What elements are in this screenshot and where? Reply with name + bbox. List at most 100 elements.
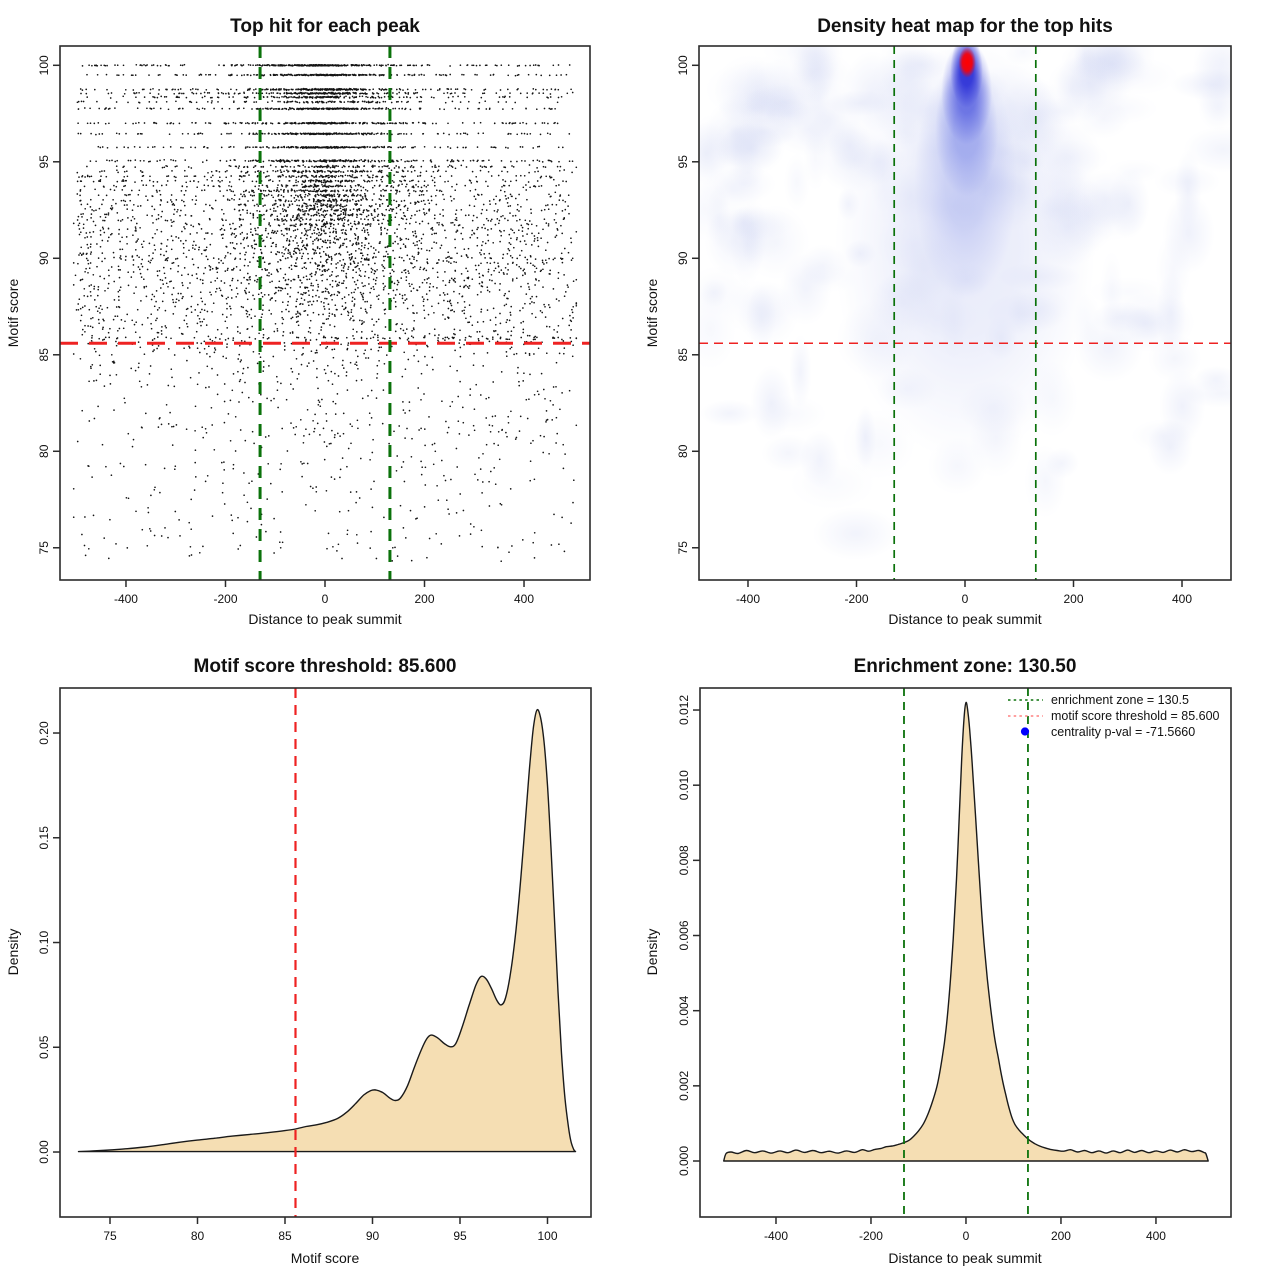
heatmap-plot-area (699, 46, 1231, 580)
density-speckle (1192, 46, 1231, 94)
y-axis-label: Motif score (5, 279, 21, 348)
heat-kernel (958, 47, 976, 78)
y-tick-label: 75 (676, 541, 690, 555)
y-tick-label: 95 (37, 155, 51, 169)
x-tick-label: 85 (278, 1229, 292, 1243)
density-speckle (1089, 276, 1170, 307)
x-tick-label: -400 (114, 592, 138, 606)
y-tick-label: 0.10 (37, 931, 51, 955)
legend-label: enrichment zone = 130.5 (1051, 693, 1189, 707)
y-tick-label: 100 (37, 55, 51, 75)
axis-ticks: -400 -200 0 200 400 75 80 85 90 95 100 (676, 55, 1192, 606)
y-axis-label: Motif score (644, 279, 660, 348)
density-speckle (783, 153, 810, 212)
density-speckle (1155, 233, 1191, 306)
density-speckle (753, 57, 819, 115)
density-speckle (1181, 379, 1231, 408)
y-tick-label: 75 (37, 541, 51, 555)
panel-distance-density: -400 -200 0 200 400 0.000 0.002 0.004 0.006 0.008… (644, 656, 1232, 1266)
axis-ticks: 75 80 85 90 95 100 0.00 0.05 0.10 0.15 0.20 (37, 721, 558, 1243)
density-speckle (1198, 82, 1231, 131)
y-tick-label: 0.006 (677, 920, 691, 950)
x-tick-label: 75 (103, 1229, 117, 1243)
y-tick-label: 0.05 (37, 1035, 51, 1059)
x-tick-label: 200 (414, 592, 434, 606)
density-speckle (746, 285, 777, 349)
blue-point-sample (1020, 727, 1030, 736)
x-tick-label: 200 (1051, 1229, 1071, 1243)
density-speckle (709, 205, 796, 241)
panel-title: Enrichment zone: 130.50 (854, 656, 1077, 677)
y-tick-label: 80 (37, 444, 51, 458)
density-speckle (1024, 445, 1067, 518)
y-tick-label: 0.15 (37, 826, 51, 850)
panel-title: Top hit for each peak (230, 16, 420, 37)
y-tick-label: 0.010 (677, 770, 691, 800)
y-tick-label: 0.20 (37, 721, 51, 745)
x-tick-label: 0 (963, 1229, 970, 1243)
y-tick-label: 0.00 (37, 1140, 51, 1164)
y-axis-label: Density (5, 929, 21, 976)
scatter-points (72, 63, 578, 563)
x-tick-label: 0 (962, 592, 969, 606)
x-tick-label: 400 (1146, 1229, 1166, 1243)
density-speckle (812, 507, 899, 561)
legend-row-enrichment-zone: enrichment zone = 130.5 (1008, 693, 1189, 707)
density-speckle (764, 98, 814, 130)
x-tick-label: 400 (514, 592, 534, 606)
plot-box (59, 687, 592, 1218)
density-plot-area (77, 688, 577, 1217)
distance-density-curve (723, 701, 1209, 1162)
y-tick-label: 0.012 (677, 695, 691, 725)
density-plot-area (723, 688, 1209, 1217)
density-speckle (807, 71, 831, 124)
density-speckle (1183, 126, 1231, 173)
y-tick-label: 85 (676, 348, 690, 362)
axis-ticks: -400 -200 0 200 400 75 80 85 90 95 100 (37, 55, 534, 606)
x-tick-label: 200 (1063, 592, 1083, 606)
motif-score-density-curve (77, 708, 577, 1153)
panel-title: Density heat map for the top hits (817, 16, 1113, 37)
density-speckle (699, 288, 737, 370)
y-tick-label: 0.008 (677, 845, 691, 875)
density-speckle (789, 335, 812, 409)
x-tick-label: -400 (764, 1229, 788, 1243)
density-speckle (1153, 164, 1221, 198)
density-speckle (799, 430, 840, 488)
scatter-plot-area (60, 46, 590, 580)
x-tick-label: 80 (191, 1229, 205, 1243)
x-tick-label: 100 (537, 1229, 557, 1243)
y-tick-label: 0.002 (677, 1071, 691, 1101)
density-speckle (1091, 301, 1152, 333)
y-axis-label: Density (644, 929, 660, 976)
x-axis-label: Distance to peak summit (248, 611, 401, 627)
y-tick-label: 0.004 (677, 995, 691, 1025)
y-tick-label: 85 (37, 348, 51, 362)
panel-motif-score-density: 75 80 85 90 95 100 0.00 0.05 0.10 0.15 0.20 Motif … (5, 656, 592, 1266)
density-speckle (700, 167, 765, 214)
x-tick-label: -400 (736, 592, 760, 606)
x-tick-label: 0 (322, 592, 329, 606)
y-tick-label: 90 (676, 251, 690, 265)
x-axis-label: Motif score (291, 1250, 360, 1266)
density-speckle (854, 405, 877, 469)
x-tick-label: -200 (844, 592, 868, 606)
density-speckle (1085, 92, 1159, 125)
legend: enrichment zone = 130.5 motif score thre… (1008, 693, 1220, 739)
density-speckle (700, 399, 759, 427)
y-tick-label: 0.000 (677, 1146, 691, 1176)
x-tick-label: 400 (1172, 592, 1192, 606)
legend-label: motif score threshold = 85.600 (1051, 709, 1220, 723)
legend-row-score-threshold: motif score threshold = 85.600 (1008, 709, 1220, 723)
y-tick-label: 80 (676, 444, 690, 458)
legend-row-centrality-pval: centrality p-val = -71.5660 (1020, 725, 1195, 739)
density-speckle (750, 365, 793, 441)
y-tick-label: 100 (676, 55, 690, 75)
x-tick-label: -200 (213, 592, 237, 606)
density-speckle (1131, 419, 1196, 453)
x-tick-label: -200 (859, 1229, 883, 1243)
panel-scatter-top-hits: -400 -200 0 200 400 75 80 85 90 95 100 Top hit for… (5, 16, 591, 627)
x-axis-label: Distance to peak summit (888, 611, 1041, 627)
